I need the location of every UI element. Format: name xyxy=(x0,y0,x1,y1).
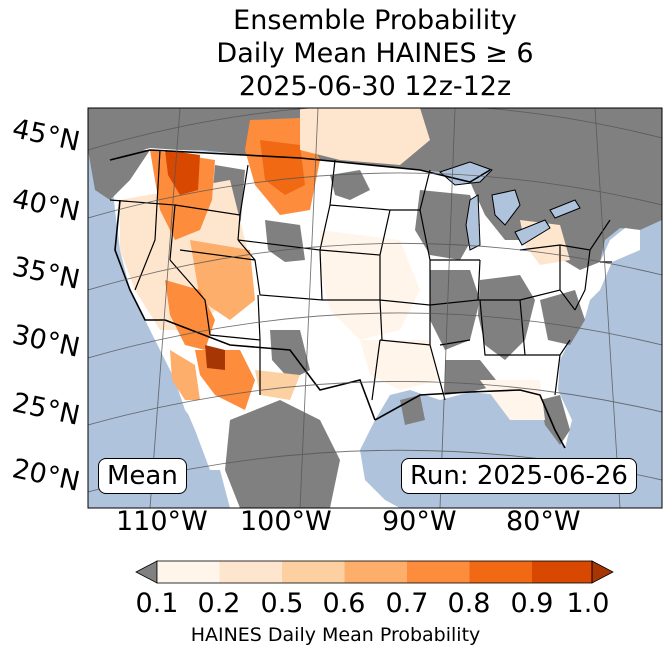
colorbar-tick-4: 0.7 xyxy=(385,588,429,619)
colorbar-tick-7: 1.0 xyxy=(566,588,610,619)
colorbar-bin-6 xyxy=(469,561,532,583)
colorbar-over-arrow xyxy=(591,560,614,584)
lon-label-110: 110°W xyxy=(116,506,208,537)
colorbar-under-arrow xyxy=(135,560,158,584)
state-boundaries xyxy=(109,149,612,401)
colorbar-bin-2 xyxy=(219,561,282,583)
no-data-patches xyxy=(88,150,585,508)
colorbar-bin-4 xyxy=(344,561,407,583)
colorbar-tick-1: 0.2 xyxy=(197,588,241,619)
map-title: Ensemble Probability Daily Mean HAINES ≥… xyxy=(88,4,662,103)
colorbar-tick-6: 0.9 xyxy=(510,588,554,619)
title-line-2: Daily Mean HAINES ≥ 6 xyxy=(216,38,534,69)
colorbar-tick-3: 0.6 xyxy=(322,588,366,619)
colorbar-label: HAINES Daily Mean Probability xyxy=(190,624,481,646)
colorbar-bin-3 xyxy=(282,561,345,583)
lon-label-80: 80°W xyxy=(506,506,581,537)
graticule xyxy=(88,108,662,508)
colorbar-tick-0: 0.1 xyxy=(135,588,179,619)
colorbar-bin-1 xyxy=(157,561,220,583)
colorbar-bin-7 xyxy=(532,561,592,583)
country-boundaries xyxy=(109,149,566,449)
colorbar xyxy=(135,560,614,584)
stat-box: Mean xyxy=(98,458,187,494)
great-lakes xyxy=(439,161,581,251)
map-border xyxy=(87,107,663,509)
run-date-box: Run: 2025-06-26 xyxy=(401,458,637,494)
lon-label-90: 90°W xyxy=(382,506,457,537)
colorbar-tick-5: 0.8 xyxy=(447,588,491,619)
colorbar-tick-2: 0.5 xyxy=(260,588,304,619)
colorbar-bin-5 xyxy=(407,561,470,583)
title-line-1: Ensemble Probability xyxy=(233,5,517,36)
title-line-3: 2025-06-30 12z-12z xyxy=(238,71,512,102)
lon-label-100: 100°W xyxy=(240,506,332,537)
